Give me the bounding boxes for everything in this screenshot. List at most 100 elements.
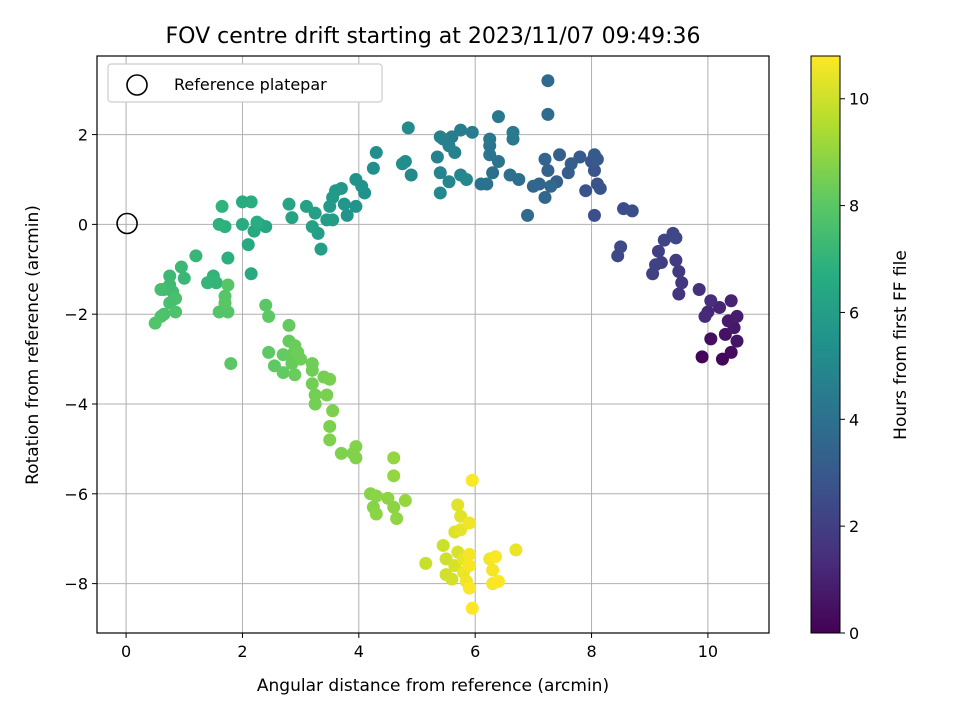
data-point bbox=[323, 419, 337, 433]
data-point bbox=[465, 125, 479, 139]
data-point bbox=[433, 166, 447, 180]
data-point bbox=[308, 397, 322, 411]
data-point bbox=[282, 318, 296, 332]
y-tick-label: −2 bbox=[64, 305, 88, 324]
data-point bbox=[259, 298, 273, 312]
data-point bbox=[262, 345, 276, 359]
data-point bbox=[326, 404, 340, 418]
data-point bbox=[451, 498, 465, 512]
colorbar-tick-label: 8 bbox=[849, 197, 859, 216]
data-point bbox=[244, 267, 258, 281]
colorbar-tick-label: 6 bbox=[849, 303, 859, 322]
data-point bbox=[404, 168, 418, 182]
data-point bbox=[349, 199, 363, 213]
data-point bbox=[651, 244, 665, 258]
data-point bbox=[323, 199, 337, 213]
data-point bbox=[294, 352, 308, 366]
data-point bbox=[174, 260, 188, 274]
data-point bbox=[614, 240, 628, 254]
data-point bbox=[538, 190, 552, 204]
data-point bbox=[564, 157, 578, 171]
data-point bbox=[486, 166, 500, 180]
data-point bbox=[506, 125, 520, 139]
data-point bbox=[349, 440, 363, 454]
data-point bbox=[442, 175, 456, 189]
data-point bbox=[483, 148, 497, 162]
data-point bbox=[445, 572, 459, 586]
data-point bbox=[587, 208, 601, 222]
data-point bbox=[369, 507, 383, 521]
data-point bbox=[323, 372, 337, 386]
data-point bbox=[154, 282, 168, 296]
data-point bbox=[390, 511, 404, 525]
colorbar-tick-label: 4 bbox=[849, 410, 859, 429]
data-point bbox=[329, 184, 343, 198]
data-point bbox=[593, 181, 607, 195]
data-point bbox=[436, 538, 450, 552]
data-point bbox=[369, 489, 383, 503]
data-point bbox=[366, 161, 380, 175]
data-point bbox=[448, 146, 462, 160]
data-point bbox=[509, 543, 523, 557]
data-point bbox=[334, 446, 348, 460]
colorbar-ticks: 0 2 4 6 8 10 bbox=[840, 90, 869, 643]
x-tick-label: 10 bbox=[698, 642, 718, 661]
data-point bbox=[730, 334, 744, 348]
data-point bbox=[218, 296, 232, 310]
colorbar bbox=[810, 55, 841, 634]
data-points bbox=[148, 74, 744, 615]
data-point bbox=[169, 305, 183, 319]
colorbar-tick-label: 10 bbox=[849, 90, 869, 109]
data-point bbox=[337, 197, 351, 211]
x-tick-label: 8 bbox=[586, 642, 596, 661]
data-point bbox=[544, 179, 558, 193]
data-point bbox=[308, 388, 322, 402]
data-point bbox=[201, 276, 215, 290]
y-tick-label: −4 bbox=[64, 395, 88, 414]
data-point bbox=[349, 172, 363, 186]
data-point bbox=[465, 601, 479, 615]
y-axis-ticks: −8 −6 −4 −2 0 2 bbox=[64, 126, 97, 594]
reference-platepar-marker bbox=[116, 212, 138, 235]
data-point bbox=[675, 276, 689, 290]
data-point bbox=[433, 130, 447, 144]
data-point bbox=[148, 316, 162, 330]
x-tick-label: 6 bbox=[470, 642, 480, 661]
data-point bbox=[305, 220, 319, 234]
data-point bbox=[474, 177, 488, 191]
data-point bbox=[276, 366, 290, 380]
data-point bbox=[503, 168, 517, 182]
legend-box bbox=[107, 63, 383, 103]
data-point bbox=[462, 516, 476, 530]
data-point bbox=[459, 172, 473, 186]
x-tick-label: 2 bbox=[237, 642, 247, 661]
data-point bbox=[189, 249, 203, 263]
data-point bbox=[695, 350, 709, 364]
data-point bbox=[692, 282, 706, 296]
data-point bbox=[349, 451, 363, 465]
data-point bbox=[224, 357, 238, 371]
data-point bbox=[462, 581, 476, 595]
data-point bbox=[672, 265, 686, 279]
data-point bbox=[465, 473, 479, 487]
data-point bbox=[698, 309, 712, 323]
data-point bbox=[241, 238, 255, 252]
data-point bbox=[724, 345, 738, 359]
data-point bbox=[730, 309, 744, 323]
data-point bbox=[669, 231, 683, 245]
data-point bbox=[704, 332, 718, 346]
x-axis-ticks: 0 2 4 6 8 10 bbox=[121, 633, 718, 661]
data-point bbox=[305, 377, 319, 391]
data-point bbox=[669, 253, 683, 267]
data-point bbox=[462, 559, 476, 573]
grid bbox=[97, 56, 769, 633]
data-point bbox=[491, 574, 505, 588]
data-point bbox=[387, 451, 401, 465]
data-point bbox=[491, 110, 505, 124]
data-point bbox=[169, 291, 183, 305]
data-point bbox=[326, 213, 340, 227]
data-point bbox=[221, 278, 235, 292]
data-point bbox=[387, 469, 401, 483]
data-point bbox=[369, 146, 383, 160]
